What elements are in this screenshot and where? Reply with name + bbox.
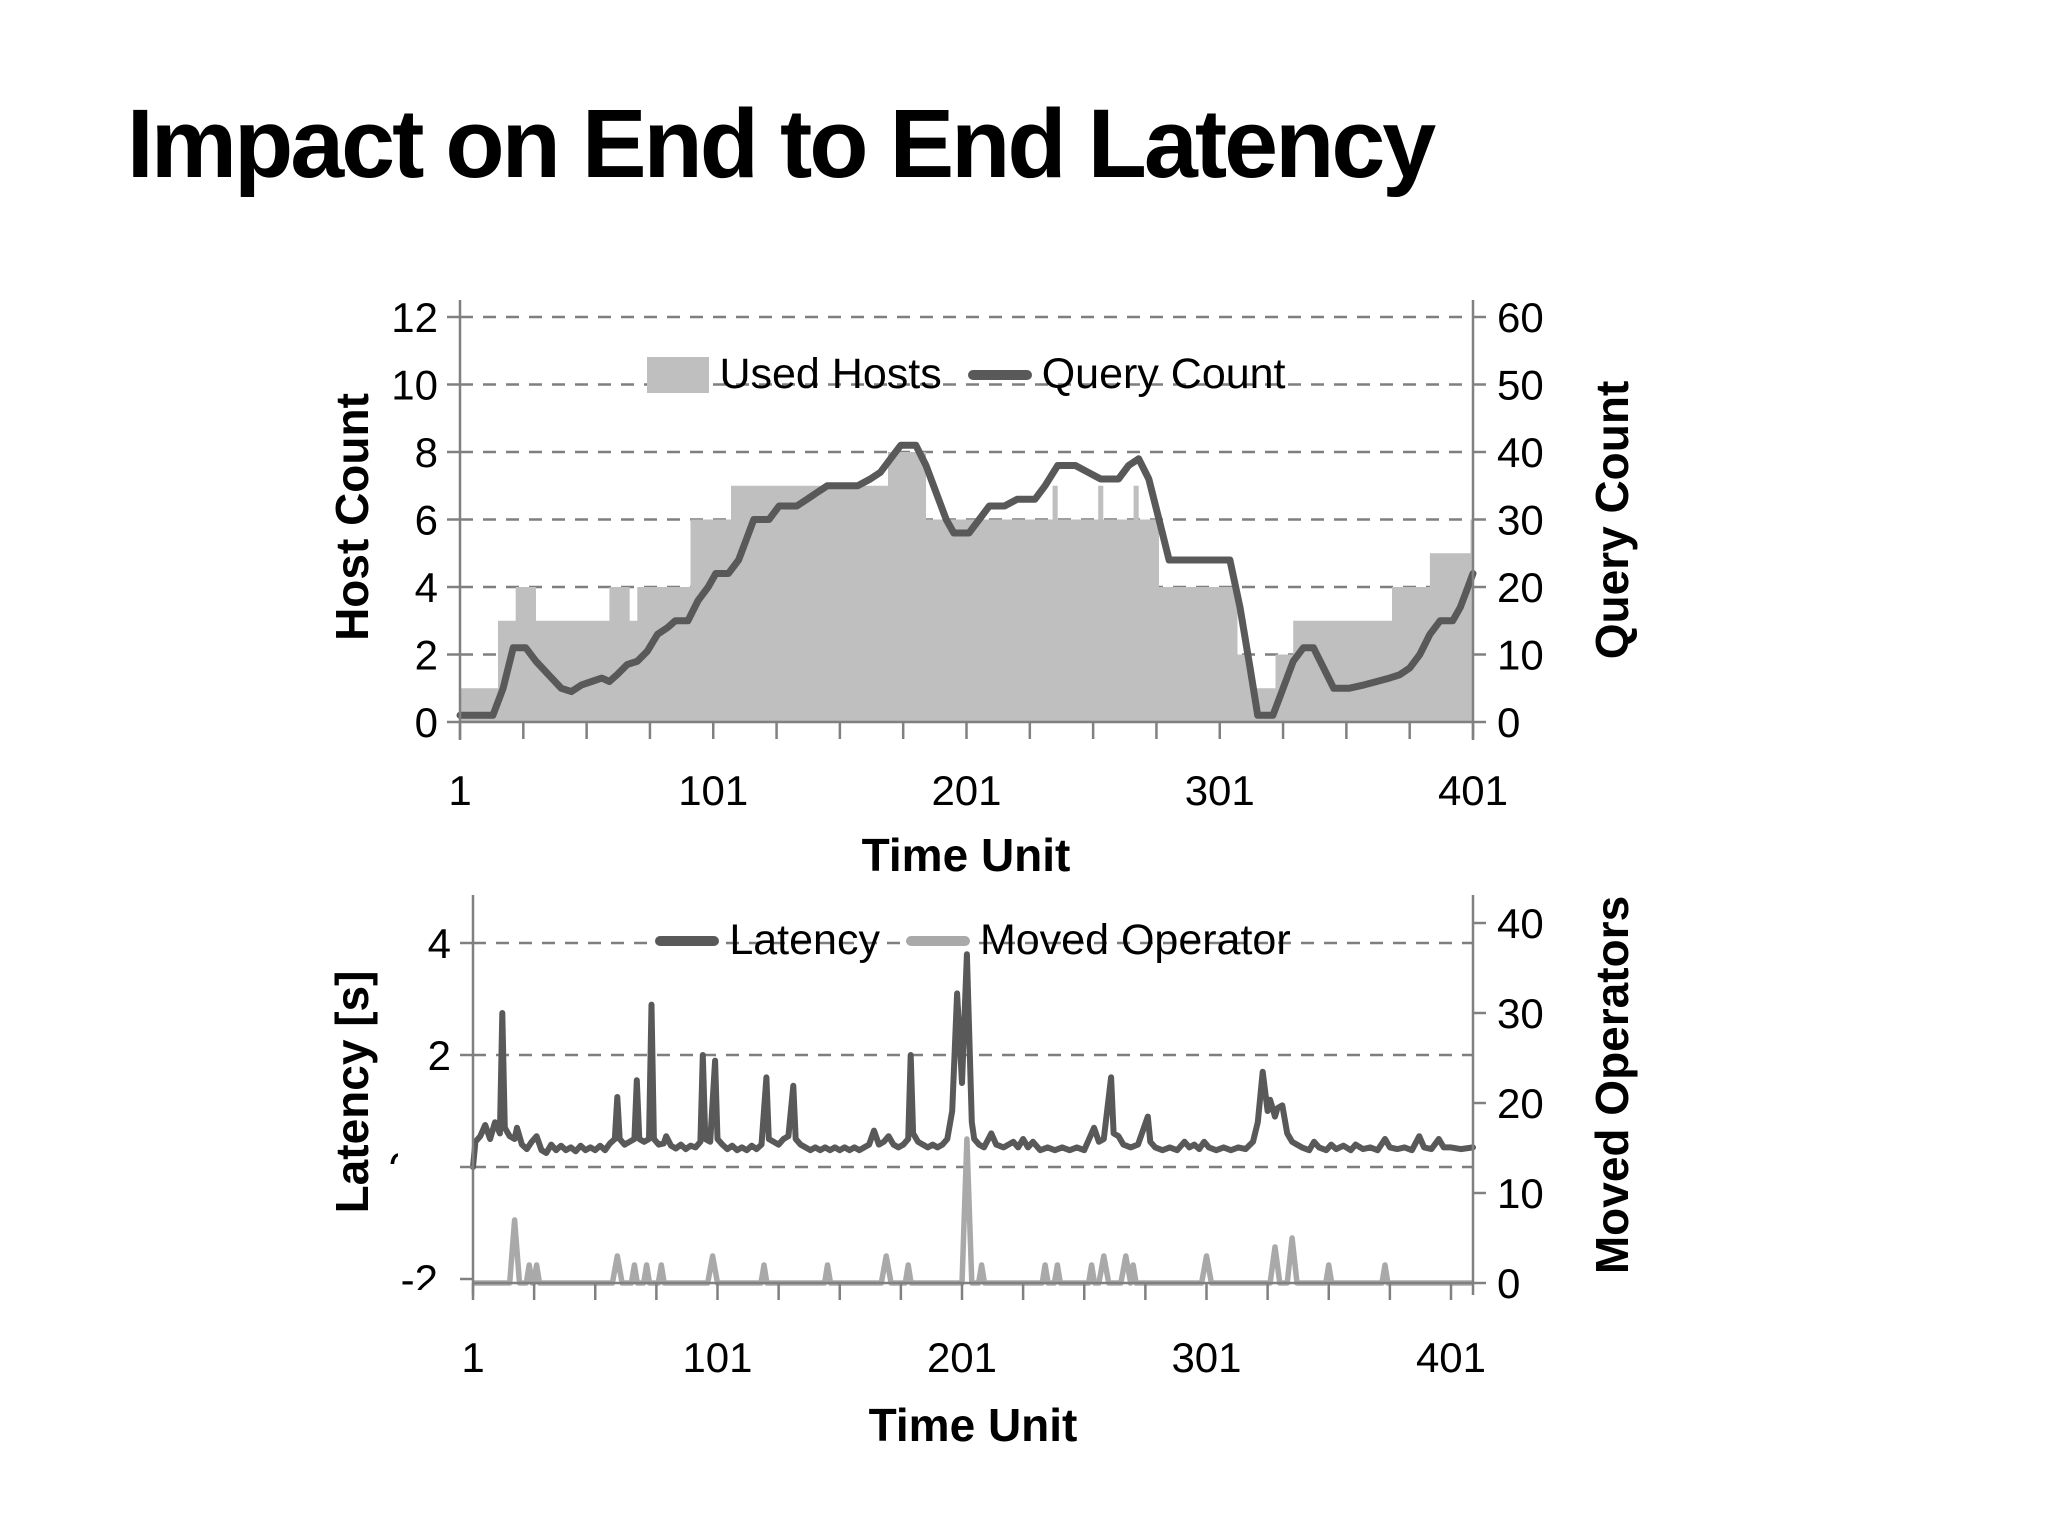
top-x-tick-label: 201	[931, 767, 1001, 814]
bottom-left-tick-label: -2	[401, 1256, 438, 1303]
bottom-x-tick-label: 201	[927, 1334, 997, 1381]
top-x-tick-label: 1	[448, 767, 471, 814]
top-right-tick-label: 60	[1497, 294, 1544, 341]
top-right-axis-title: Query Count	[1586, 380, 1638, 660]
top-right-tick-label: 20	[1497, 564, 1544, 611]
legend-item-used-hosts: Used Hosts	[647, 350, 942, 399]
bottom-x-tick-label: 301	[1171, 1334, 1241, 1381]
top-x-tick-label: 101	[678, 767, 748, 814]
query-count-swatch-icon	[967, 369, 1032, 380]
legend-item-query-count: Query Count	[967, 350, 1286, 399]
bottom-x-tick-label: 1	[461, 1334, 484, 1381]
latency-swatch-icon	[655, 935, 720, 946]
top-left-axis-title: Host Count	[326, 393, 378, 641]
bottom-x-tick-label: 401	[1416, 1334, 1486, 1381]
top-left-tick-label: 12	[391, 294, 438, 341]
top-left-tick-label: 10	[391, 362, 438, 409]
bottom-left-axis-title: Latency [s]	[326, 970, 378, 1214]
bottom-right-axis-title: Moved Operators	[1586, 895, 1638, 1275]
bottom-right-tick-label: 10	[1497, 1170, 1544, 1217]
bottom-right-tick-label: 30	[1497, 990, 1544, 1037]
top-right-tick-label: 0	[1497, 699, 1520, 746]
bottom-right-tick-label: 40	[1497, 900, 1544, 947]
top-left-tick-label: 0	[415, 699, 438, 746]
bottom-x-axis-title: Time Unit	[868, 1399, 1078, 1451]
legend-label-used-hosts: Used Hosts	[719, 350, 942, 398]
legend-label-latency: Latency	[729, 916, 880, 964]
bottom-left-tick-label: 0	[389, 1144, 412, 1191]
top-right-tick-label: 50	[1497, 362, 1544, 409]
bottom-x-tick-label: 101	[682, 1334, 752, 1381]
bottom-right-tick-label: 0	[1497, 1260, 1520, 1307]
legend-item-moved-operator: Moved Operator	[905, 916, 1291, 965]
bottom-right-tick-label: 20	[1497, 1080, 1544, 1127]
legend-label-query-count: Query Count	[1041, 350, 1286, 398]
top-left-tick-label: 8	[415, 429, 438, 476]
moved-operator-line	[473, 1136, 1473, 1286]
top-left-tick-label: 4	[415, 564, 438, 611]
legend-hosts-queries: Used Hosts Query Count	[460, 350, 1473, 399]
top-right-tick-label: 40	[1497, 429, 1544, 476]
top-x-axis-title: Time Unit	[861, 829, 1071, 881]
top-x-tick-label: 301	[1185, 767, 1255, 814]
legend-label-moved-operator: Moved Operator	[979, 916, 1291, 964]
bottom-left-tick-label: 2	[428, 1032, 451, 1079]
top-x-tick-label: 401	[1438, 767, 1508, 814]
legend-latency-moved: Latency Moved Operator	[473, 916, 1473, 965]
used-hosts-swatch-icon	[647, 356, 710, 393]
top-left-tick-label: 6	[415, 497, 438, 544]
query-count-line	[456, 441, 1477, 719]
top-right-tick-label: 10	[1497, 632, 1544, 679]
latency-line	[470, 951, 1476, 1170]
top-left-tick-label: 2	[415, 632, 438, 679]
slide-title: Impact on End to End Latency	[126, 89, 1436, 198]
bottom-left-tick-label: 4	[428, 920, 451, 967]
legend-item-latency: Latency	[655, 916, 880, 965]
used-hosts-area	[460, 452, 1473, 722]
top-right-tick-label: 30	[1497, 497, 1544, 544]
moved-operator-swatch-icon	[905, 935, 970, 946]
